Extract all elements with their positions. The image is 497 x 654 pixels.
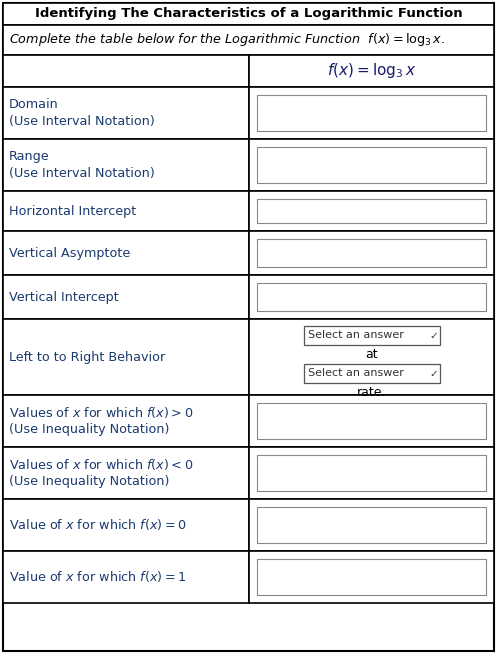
Bar — [257, 559, 486, 595]
Bar — [249, 499, 494, 551]
Bar — [249, 551, 494, 603]
Bar — [3, 25, 494, 55]
Bar — [3, 551, 249, 603]
Bar — [257, 147, 486, 183]
Bar — [3, 139, 249, 191]
Bar — [257, 283, 486, 311]
Bar — [3, 87, 249, 139]
Text: Vertical Asymptote: Vertical Asymptote — [9, 247, 130, 260]
Bar — [3, 191, 249, 231]
Bar — [3, 55, 249, 87]
Text: ✓: ✓ — [429, 330, 438, 341]
Text: Select an answer: Select an answer — [309, 368, 405, 379]
Text: Values of $x$ for which $f(x) < 0$: Values of $x$ for which $f(x) < 0$ — [9, 457, 193, 472]
Text: Domain: Domain — [9, 98, 59, 111]
Bar — [249, 55, 494, 87]
Bar — [257, 507, 486, 543]
Text: Values of $x$ for which $f(x) > 0$: Values of $x$ for which $f(x) > 0$ — [9, 405, 193, 420]
Text: $\mathit{Complete\ the\ table\ below\ for\ the\ Logarithmic\ Function}$$\ \ f(x): $\mathit{Complete\ the\ table\ below\ fo… — [9, 31, 445, 48]
Bar — [257, 455, 486, 491]
Bar — [257, 403, 486, 439]
Text: Horizontal Intercept: Horizontal Intercept — [9, 205, 136, 218]
Bar — [3, 3, 494, 25]
Bar — [3, 319, 249, 395]
Text: Vertical Intercept: Vertical Intercept — [9, 290, 119, 303]
Bar — [249, 191, 494, 231]
Text: Left to to Right Behavior: Left to to Right Behavior — [9, 351, 165, 364]
Bar — [3, 447, 249, 499]
Text: Select an answer: Select an answer — [309, 330, 405, 341]
Text: (Use Interval Notation): (Use Interval Notation) — [9, 167, 155, 180]
Bar — [304, 364, 439, 383]
Bar — [249, 319, 494, 395]
Bar — [3, 231, 249, 275]
Bar — [3, 395, 249, 447]
Bar — [257, 239, 486, 267]
Text: Value of $x$ for which $f(x) = 1$: Value of $x$ for which $f(x) = 1$ — [9, 570, 186, 585]
Text: (Use Interval Notation): (Use Interval Notation) — [9, 115, 155, 128]
Text: ✓: ✓ — [429, 368, 438, 379]
Text: rate.: rate. — [357, 387, 386, 400]
Text: Value of $x$ for which $f(x) = 0$: Value of $x$ for which $f(x) = 0$ — [9, 517, 187, 532]
Bar — [3, 275, 249, 319]
Bar — [249, 447, 494, 499]
Bar — [249, 87, 494, 139]
Bar — [249, 395, 494, 447]
Bar — [249, 139, 494, 191]
Text: (Use Inequality Notation): (Use Inequality Notation) — [9, 475, 169, 488]
Bar — [3, 499, 249, 551]
Text: Range: Range — [9, 150, 50, 163]
Text: Identifying The Characteristics of a Logarithmic Function: Identifying The Characteristics of a Log… — [35, 7, 462, 20]
Bar — [257, 95, 486, 131]
Bar — [249, 275, 494, 319]
Text: (Use Inequality Notation): (Use Inequality Notation) — [9, 423, 169, 436]
Text: $f(x) = \log_3 x$: $f(x) = \log_3 x$ — [327, 61, 416, 80]
Text: at: at — [365, 349, 378, 362]
Bar — [249, 231, 494, 275]
Bar — [304, 326, 439, 345]
Bar — [257, 199, 486, 223]
